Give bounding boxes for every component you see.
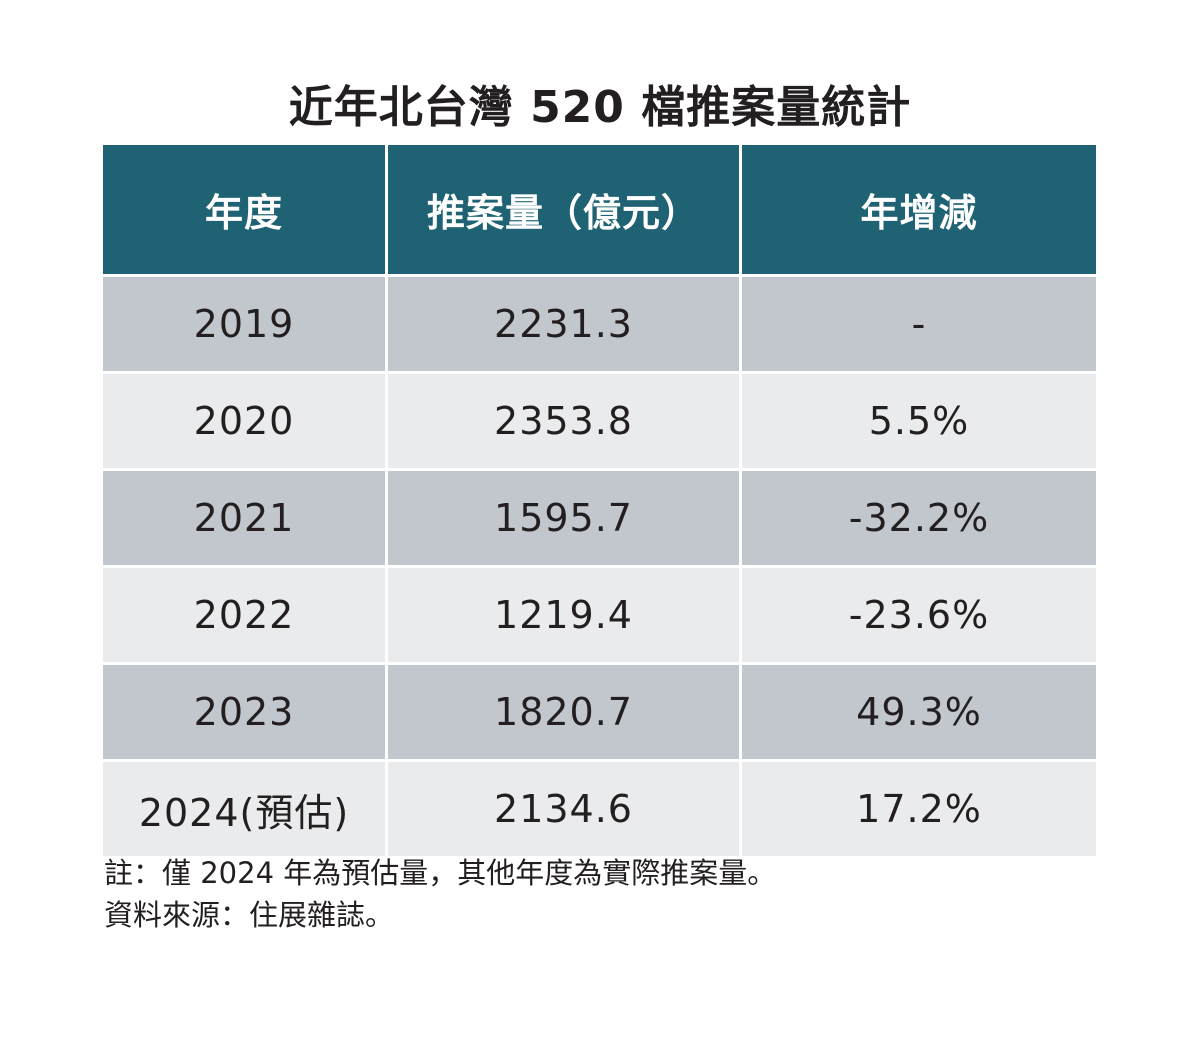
table-row: 2022 1219.4 -23.6% — [103, 568, 1096, 662]
cell-growth: -23.6% — [742, 568, 1096, 662]
header-year: 年度 — [103, 145, 385, 274]
cell-year: 2020 — [103, 374, 385, 468]
cell-year: 2021 — [103, 471, 385, 565]
table-row: 2020 2353.8 5.5% — [103, 374, 1096, 468]
cell-volume: 1595.7 — [388, 471, 739, 565]
cell-growth: - — [742, 277, 1096, 371]
cell-growth: 49.3% — [742, 665, 1096, 759]
cell-volume: 2134.6 — [388, 762, 739, 856]
cell-growth: -32.2% — [742, 471, 1096, 565]
cell-growth: 17.2% — [742, 762, 1096, 856]
footnote-source: 資料來源：住展雜誌。 — [104, 898, 395, 932]
cell-volume: 1820.7 — [388, 665, 739, 759]
table-row: 2019 2231.3 - — [103, 277, 1096, 371]
cell-year: 2019 — [103, 277, 385, 371]
data-table: 年度 推案量（億元） 年增減 2019 2231.3 - 2020 2353.8… — [103, 145, 1096, 856]
footnotes: 註：僅 2024 年為預估量，其他年度為實際推案量。 資料來源：住展雜誌。 — [104, 852, 776, 936]
table-row: 2024(預估) 2134.6 17.2% — [103, 762, 1096, 856]
cell-year: 2024(預估) — [103, 762, 385, 856]
chart-title: 近年北台灣 520 檔推案量統計 — [288, 82, 912, 133]
header-growth: 年增減 — [742, 145, 1096, 274]
cell-volume: 2353.8 — [388, 374, 739, 468]
table-row: 2023 1820.7 49.3% — [103, 665, 1096, 759]
table-row: 2021 1595.7 -32.2% — [103, 471, 1096, 565]
cell-year: 2022 — [103, 568, 385, 662]
cell-volume: 2231.3 — [388, 277, 739, 371]
table-header-row: 年度 推案量（億元） 年增減 — [103, 145, 1096, 274]
cell-volume: 1219.4 — [388, 568, 739, 662]
cell-growth: 5.5% — [742, 374, 1096, 468]
footnote-note: 註：僅 2024 年為預估量，其他年度為實際推案量。 — [104, 856, 777, 890]
cell-year: 2023 — [103, 665, 385, 759]
header-volume: 推案量（億元） — [388, 145, 739, 274]
